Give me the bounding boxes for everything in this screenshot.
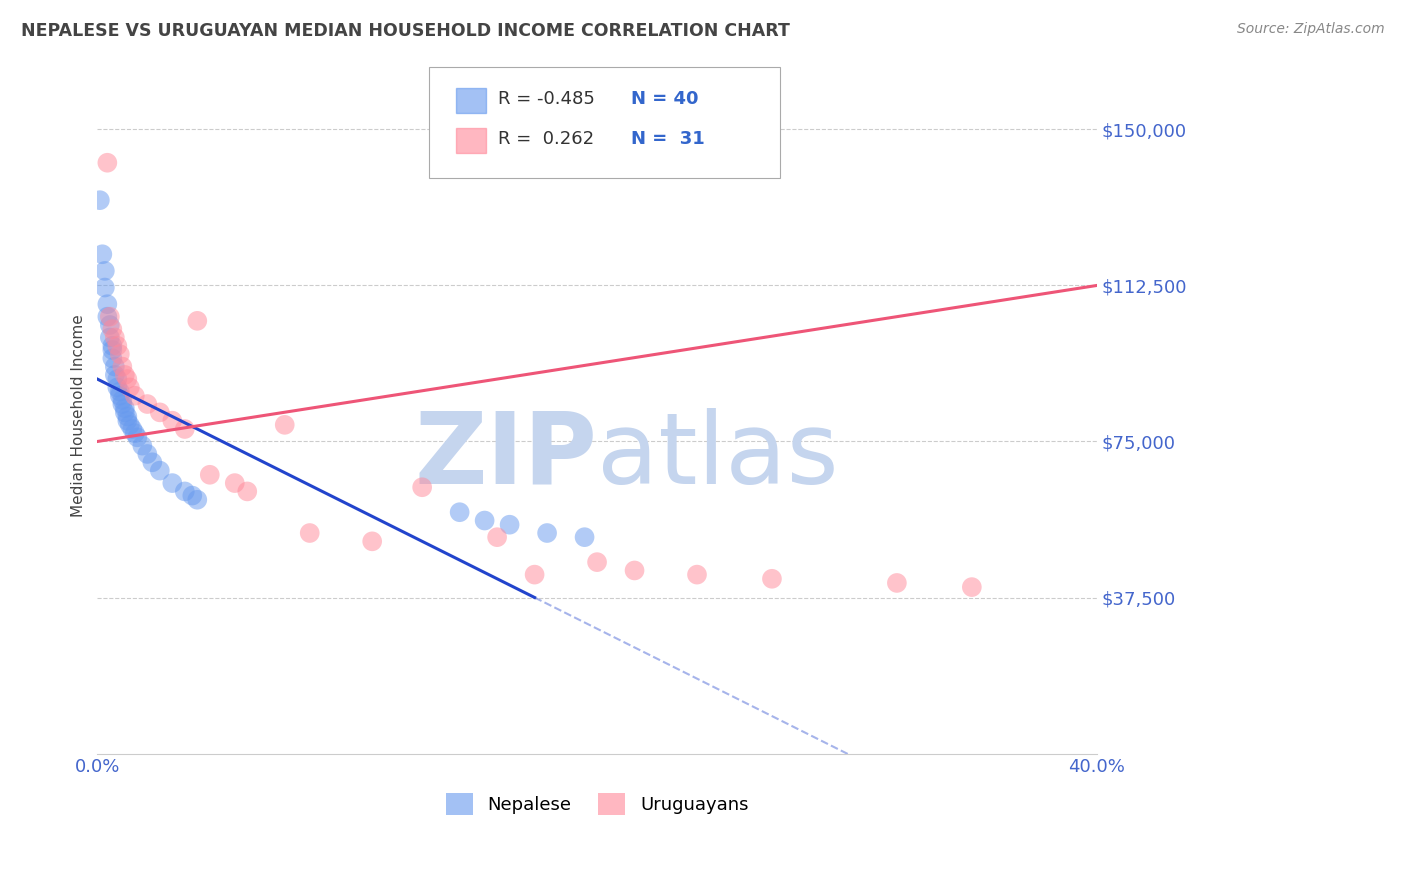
Point <box>101 343 124 357</box>
Point <box>486 530 509 544</box>
Point <box>127 430 149 444</box>
Point <box>101 322 124 336</box>
Point <box>886 576 908 591</box>
Point <box>94 280 117 294</box>
Point <box>101 339 124 353</box>
Point <box>474 514 496 528</box>
Point <box>236 484 259 499</box>
Point <box>104 359 127 374</box>
Point <box>198 467 221 482</box>
Point <box>89 193 111 207</box>
Point <box>141 455 163 469</box>
Point <box>118 417 141 432</box>
Point <box>586 555 609 569</box>
Point <box>96 155 118 169</box>
Point <box>111 359 134 374</box>
Point <box>124 426 146 441</box>
Point <box>101 351 124 366</box>
Point <box>574 530 596 544</box>
Point <box>181 489 204 503</box>
Point <box>173 484 195 499</box>
Point <box>121 422 143 436</box>
Point <box>149 405 172 419</box>
Point <box>411 480 433 494</box>
Point <box>108 389 131 403</box>
Point <box>298 526 321 541</box>
Point <box>536 526 558 541</box>
Text: ZIP: ZIP <box>415 408 598 505</box>
Point <box>124 389 146 403</box>
Point <box>104 368 127 382</box>
Point <box>136 397 159 411</box>
Text: NEPALESE VS URUGUAYAN MEDIAN HOUSEHOLD INCOME CORRELATION CHART: NEPALESE VS URUGUAYAN MEDIAN HOUSEHOLD I… <box>21 22 790 40</box>
Point <box>686 567 709 582</box>
Point <box>118 380 141 394</box>
Point <box>98 310 121 324</box>
Point <box>108 384 131 399</box>
Point <box>274 417 297 432</box>
Point <box>186 314 208 328</box>
Text: atlas: atlas <box>598 408 839 505</box>
Point <box>104 330 127 344</box>
Point <box>361 534 384 549</box>
Point <box>498 517 520 532</box>
Point <box>117 409 139 424</box>
Point <box>623 564 645 578</box>
Point <box>105 380 128 394</box>
Point <box>91 247 114 261</box>
Point <box>105 339 128 353</box>
Point <box>960 580 983 594</box>
Text: Source: ZipAtlas.com: Source: ZipAtlas.com <box>1237 22 1385 37</box>
Point <box>523 567 546 582</box>
Point <box>761 572 783 586</box>
Point <box>131 439 153 453</box>
Point <box>149 464 172 478</box>
Point <box>105 372 128 386</box>
Point <box>186 492 208 507</box>
Point <box>111 397 134 411</box>
Text: R = -0.485: R = -0.485 <box>498 90 595 108</box>
Point <box>108 347 131 361</box>
Point <box>96 297 118 311</box>
Point <box>449 505 471 519</box>
Legend: Nepalese, Uruguayans: Nepalese, Uruguayans <box>439 786 755 822</box>
Text: N = 40: N = 40 <box>631 90 699 108</box>
Point <box>98 318 121 332</box>
Point <box>162 476 184 491</box>
Point <box>136 447 159 461</box>
Point <box>173 422 195 436</box>
Point <box>98 330 121 344</box>
Point <box>114 401 136 416</box>
Point <box>224 476 246 491</box>
Y-axis label: Median Household Income: Median Household Income <box>72 314 86 516</box>
Point <box>94 264 117 278</box>
Point <box>117 372 139 386</box>
Point <box>96 310 118 324</box>
Text: N =  31: N = 31 <box>631 130 704 148</box>
Point <box>111 392 134 407</box>
Text: R =  0.262: R = 0.262 <box>498 130 593 148</box>
Point <box>162 414 184 428</box>
Point <box>117 414 139 428</box>
Point <box>114 368 136 382</box>
Point <box>114 405 136 419</box>
